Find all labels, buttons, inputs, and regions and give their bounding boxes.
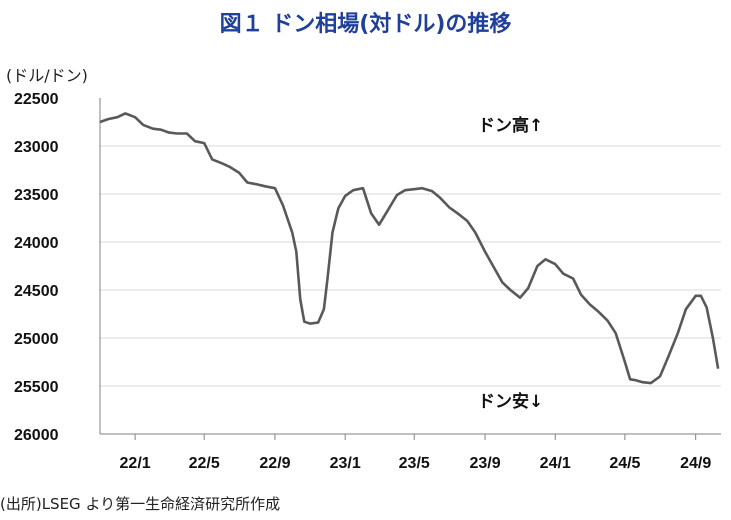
x-tick-label: 24/1 [540, 455, 571, 472]
y-tick-label: 23500 [14, 187, 59, 204]
x-tick-label: 23/9 [469, 455, 500, 472]
x-tick-label: 22/5 [189, 455, 220, 472]
annotation-dong-up: ドン高↑ [478, 115, 543, 136]
series-layer [99, 112, 720, 385]
gridlines [99, 98, 721, 435]
y-tick-label: 25000 [14, 331, 59, 348]
y-tick-label: 25500 [14, 379, 59, 396]
chart-title: 図１ ドン相場(対ドル)の推移 [219, 12, 512, 37]
y-tick-label: 24500 [14, 283, 59, 300]
x-tick-label: 23/1 [330, 455, 361, 472]
y-axis-label: (ドル/ドン) [6, 66, 88, 85]
x-tick-label: 24/9 [680, 455, 711, 472]
x-tick-label: 23/5 [399, 455, 430, 472]
x-tick-label: 22/9 [259, 455, 290, 472]
source-note: (出所)LSEG より第一生命経済研究所作成 [0, 495, 281, 513]
y-tick-label: 24000 [14, 235, 59, 252]
annotations: ドン高↑ ドン安↓ [478, 115, 543, 412]
annotation-dong-down: ドン安↓ [478, 391, 543, 412]
y-tick-label: 23000 [14, 139, 59, 156]
y-tick-label: 26000 [14, 427, 59, 444]
y-tick-label: 22500 [14, 91, 59, 108]
x-tick-label: 24/5 [609, 455, 640, 472]
series-line [99, 112, 720, 385]
y-tick-labels: 22500 23000 23500 24000 24500 25000 25500 26000 [14, 91, 59, 444]
x-tick-label: 22/1 [120, 455, 151, 472]
x-tick-labels: 22/1 22/5 22/9 23/1 23/5 23/9 24/1 24/5 24/9 [120, 434, 711, 472]
